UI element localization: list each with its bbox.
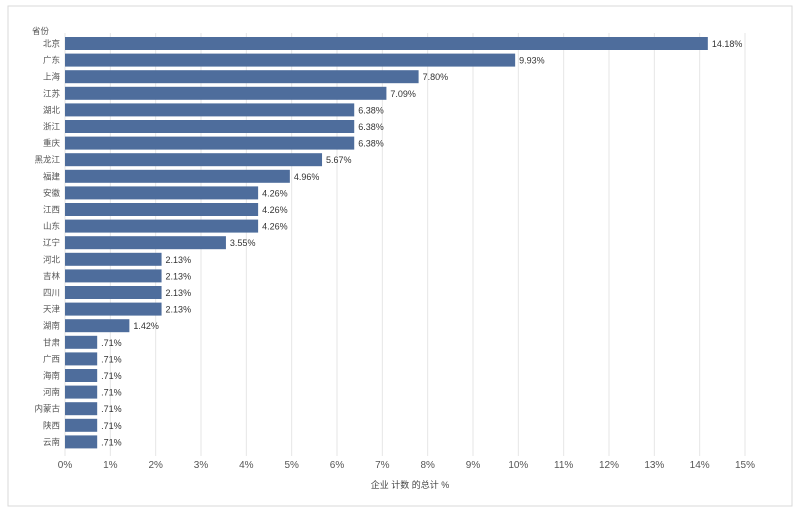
data-label: .71%: [101, 354, 122, 364]
category-labels: 北京广东上海江苏湖北浙江重庆黑龙江福建安徽江西山东辽宁河北吉林四川天津湖南甘肃广…: [34, 39, 60, 447]
bar: [65, 402, 98, 416]
bar: [65, 319, 130, 333]
x-tick-label: 9%: [466, 460, 481, 471]
category-label: 安徽: [43, 188, 61, 198]
bar: [65, 418, 98, 432]
bar: [65, 53, 516, 67]
x-tick-label: 4%: [239, 460, 254, 471]
data-label: 6.38%: [358, 139, 384, 149]
x-axis-title: 企业 计数 的总计 %: [371, 479, 450, 490]
data-label: 1.42%: [133, 321, 159, 331]
bar: [65, 37, 708, 50]
x-tick-label: 0%: [58, 460, 73, 471]
bar: [65, 385, 98, 399]
category-label: 江西: [43, 205, 60, 215]
data-label: .71%: [101, 371, 122, 381]
category-label: 四川: [43, 288, 60, 298]
bar: [65, 86, 387, 100]
x-tick-label: 3%: [194, 460, 209, 471]
category-label: 江苏: [43, 88, 61, 98]
bar: [65, 136, 355, 150]
x-tick-label: 15%: [735, 460, 755, 471]
category-label: 湖北: [43, 105, 61, 115]
data-label: 6.38%: [358, 122, 384, 132]
category-label: 广东: [43, 55, 60, 65]
category-label: 河北: [43, 254, 61, 264]
bar: [65, 153, 323, 167]
data-label: 7.09%: [390, 89, 416, 99]
x-tick-label: 8%: [420, 460, 435, 471]
bar: [65, 103, 355, 117]
bar: [65, 302, 162, 316]
category-label: 湖南: [43, 321, 60, 331]
bar: [65, 369, 98, 382]
x-tick-label: 12%: [599, 460, 619, 471]
data-label: 6.38%: [358, 105, 384, 115]
category-label: 上海: [43, 72, 61, 82]
category-label: 河南: [43, 387, 60, 397]
data-label: .71%: [101, 404, 122, 414]
category-label: 内蒙古: [34, 404, 60, 414]
x-tick-label: 10%: [508, 460, 528, 471]
data-label: 5.67%: [326, 155, 352, 165]
data-label: 2.13%: [166, 305, 192, 315]
category-label: 甘肃: [43, 337, 61, 347]
x-tick-label: 14%: [690, 460, 710, 471]
category-label: 吉林: [43, 271, 61, 281]
category-label: 黑龙江: [34, 155, 60, 165]
x-tick-label: 2%: [148, 460, 163, 471]
bar: [65, 252, 162, 266]
category-label: 山东: [43, 221, 60, 231]
category-label: 福建: [43, 171, 61, 181]
data-label: 4.26%: [262, 205, 288, 215]
bar: [65, 236, 226, 250]
data-label: 4.26%: [262, 222, 288, 232]
data-label: 9.93%: [519, 56, 545, 66]
bar: [65, 435, 98, 449]
data-labels: 14.18% 9.93% 7.80% 7.09% 6.38% 6.38% 6.38% 5.67…: [101, 39, 742, 447]
x-tick-label: 1%: [103, 460, 118, 471]
data-label: .71%: [101, 421, 122, 431]
bar: [65, 120, 355, 133]
bar: [65, 219, 259, 233]
category-label: 海南: [43, 371, 60, 381]
x-tick-label: 5%: [284, 460, 299, 471]
category-label: 辽宁: [43, 238, 60, 248]
bar: [65, 352, 98, 366]
data-label: 2.13%: [166, 255, 192, 265]
bar: [65, 169, 290, 183]
data-label: .71%: [101, 388, 122, 398]
category-label: 陕西: [43, 420, 60, 430]
bar: [65, 203, 259, 216]
chart-frame: [7, 5, 793, 507]
category-label: 天津: [43, 304, 61, 314]
x-tick-label: 13%: [644, 460, 664, 471]
x-tick-label: 11%: [554, 460, 573, 471]
x-tick-label: 7%: [375, 460, 390, 471]
data-label: .71%: [101, 437, 122, 447]
data-label: 2.13%: [166, 271, 192, 281]
category-label: 北京: [43, 39, 60, 49]
data-label: 2.13%: [166, 288, 192, 298]
x-axis-ticks: 0% 1% 2% 3% 4% 5% 6% 7% 8% 9% 10% 11% 12% 13% 14% 15%: [58, 460, 755, 471]
bar: [65, 286, 162, 299]
row-header-label: 省份: [32, 26, 50, 36]
bar: [65, 70, 419, 84]
bar: [65, 186, 259, 200]
category-label: 广西: [43, 354, 60, 364]
bar: [65, 335, 98, 349]
x-tick-label: 6%: [330, 460, 345, 471]
category-label: 云南: [43, 437, 60, 447]
data-label: 3.55%: [230, 238, 256, 248]
data-label: 7.80%: [423, 72, 449, 82]
category-label: 浙江: [43, 122, 61, 132]
data-label: .71%: [101, 338, 122, 348]
data-label: 14.18%: [712, 39, 743, 49]
category-label: 重庆: [43, 138, 61, 148]
data-label: 4.96%: [294, 172, 320, 182]
data-label: 4.26%: [262, 188, 288, 198]
bars: [65, 37, 708, 449]
bar: [65, 269, 162, 283]
